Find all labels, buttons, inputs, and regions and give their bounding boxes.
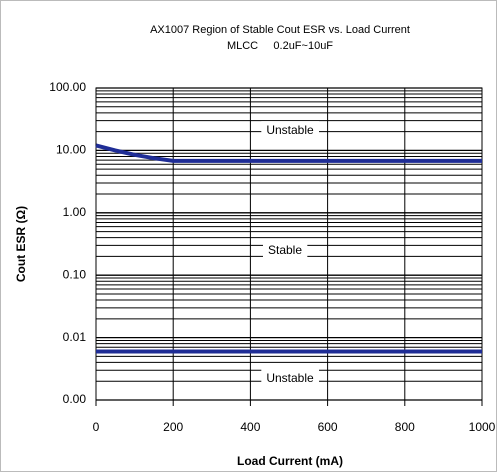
y-tick-label: 0.10 <box>63 267 87 281</box>
x-tick-label: 600 <box>318 420 338 434</box>
y-tick-label: 1.00 <box>63 205 87 219</box>
annotation-bg <box>261 121 319 140</box>
annotation: Unstable <box>266 371 314 385</box>
chart-title: AX1007 Region of Stable Cout ESR vs. Loa… <box>150 24 410 36</box>
x-tick-label: 0 <box>93 420 100 434</box>
y-tick-label: 0.01 <box>63 330 87 344</box>
y-tick-label: 100.00 <box>49 80 86 94</box>
y-tick-label: 10.00 <box>56 143 86 157</box>
y-axis-label: Cout ESR (Ω) <box>14 206 28 282</box>
y-tick-label: 0.00 <box>63 392 87 406</box>
x-tick-label: 200 <box>163 420 183 434</box>
annotation: Unstable <box>266 123 314 137</box>
annotation-bg <box>261 369 319 388</box>
chart-subtitle: MLCC 0.2uF~10uF <box>227 40 333 52</box>
x-axis-label: Load Current (mA) <box>237 454 343 468</box>
x-tick-label: 800 <box>395 420 415 434</box>
x-tick-label: 1000 <box>469 420 496 434</box>
x-tick-label: 400 <box>240 420 260 434</box>
boundary-line <box>95 143 482 163</box>
annotation: Stable <box>268 243 302 257</box>
annotation-bg <box>262 241 308 260</box>
